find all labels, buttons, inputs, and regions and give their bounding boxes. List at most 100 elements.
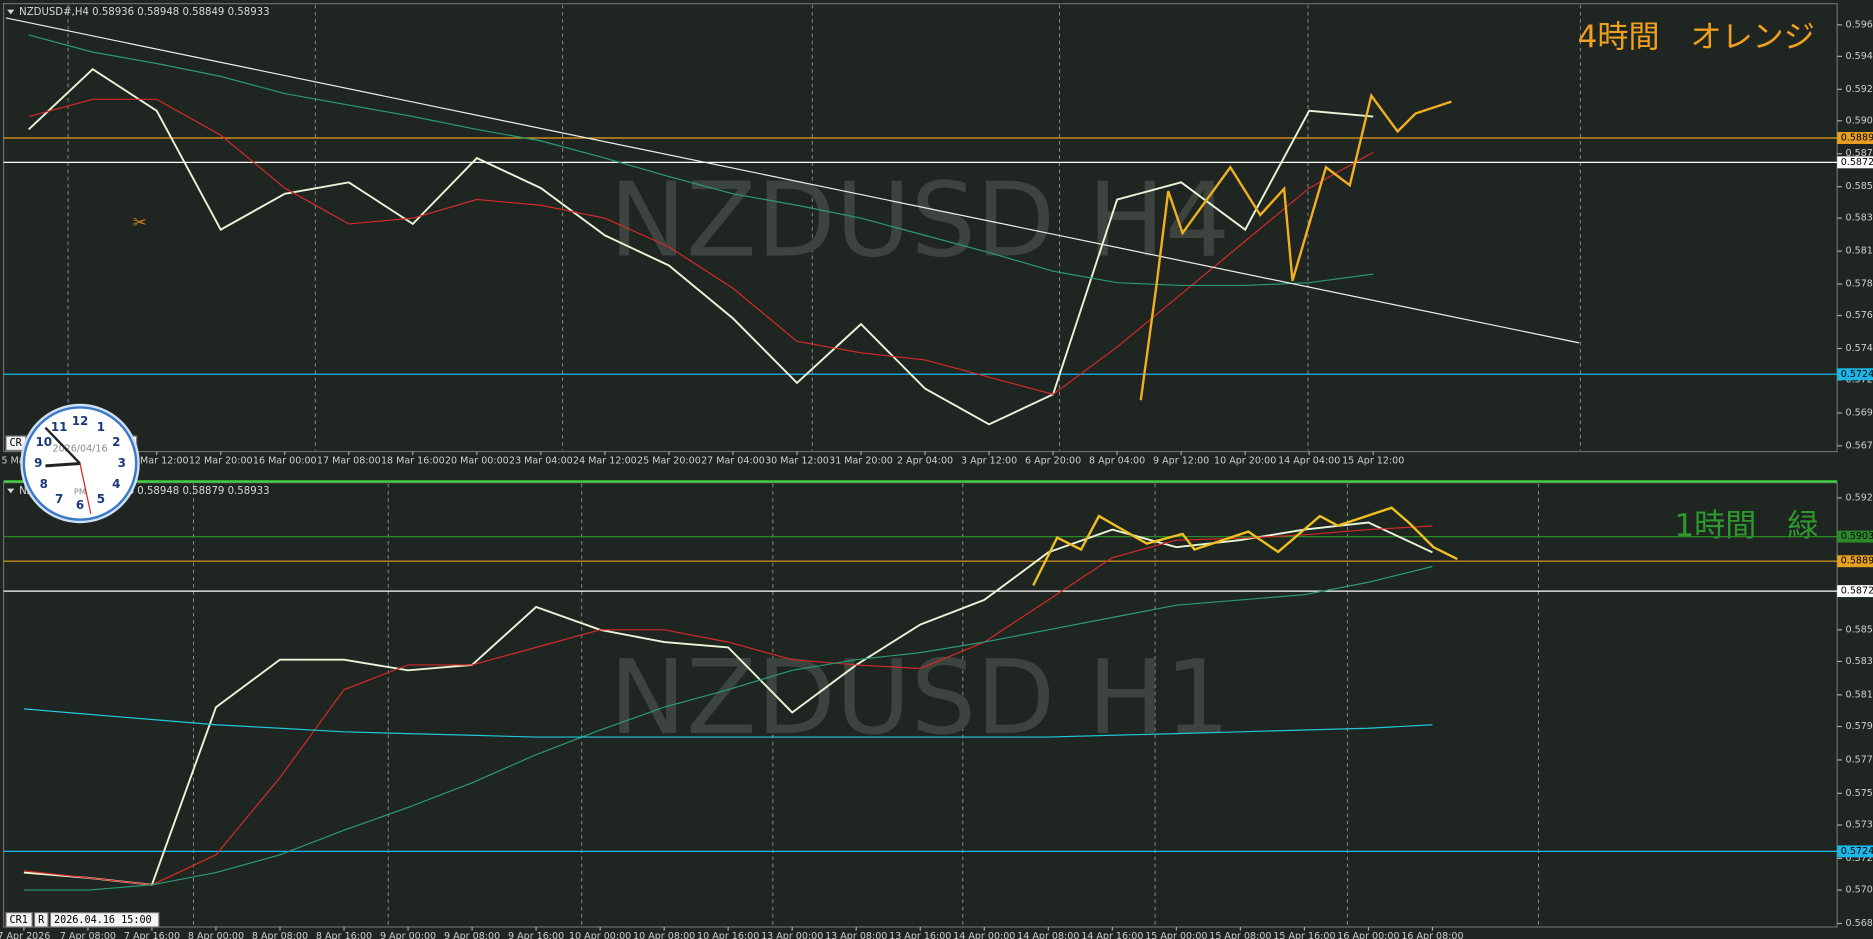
y-tick-label: 0.5787 (1846, 279, 1873, 290)
price-line (28, 68, 1374, 426)
x-tick-label: 16 Mar 00:00 (253, 456, 317, 467)
x-tick-label: 15 Apr 12:00 (1342, 456, 1404, 467)
x-tick-label: 14 Apr 16:00 (1081, 931, 1143, 939)
x-tick-label: 8 Apr 00:00 (188, 931, 244, 939)
cursor-box (49, 912, 160, 928)
x-tick-label: 15 Apr 08:00 (1209, 931, 1271, 939)
x-tick-label: 9 Apr 00:00 (380, 931, 436, 939)
price-label-box (1837, 845, 1873, 858)
price-label: 0.5889 (1841, 556, 1873, 567)
zigzag-h4 (1139, 92, 1452, 401)
y-tick-label: 0.5795 (1846, 721, 1873, 732)
y-tick-label: 0.5742 (1846, 343, 1873, 354)
y-tick-label: 0.5901 (1846, 115, 1873, 126)
price-label-box (1837, 530, 1873, 543)
clock-numeral: 3 (118, 456, 126, 470)
x-tick-label: 27 Mar 04:00 (701, 456, 765, 467)
zigzag-h1 (1032, 506, 1458, 586)
top-frame (2, 3, 1838, 453)
price-label: 0.5724 (1841, 369, 1873, 380)
y-tick-label: 0.5697 (1846, 407, 1873, 418)
cursor-box (33, 912, 49, 928)
price-label-box (1837, 132, 1873, 144)
x-tick-label: 13 Apr 08:00 (825, 931, 887, 939)
price-line (23, 521, 1433, 886)
x-tick-label: 8 Apr 16:00 (316, 931, 372, 939)
watermark: NZDUSD H4 (609, 161, 1230, 280)
x-tick-label: 20 Mar 00:00 (445, 456, 509, 467)
y-tick-label: 0.5968 (1846, 19, 1873, 30)
chart-layer: NZDUSD H4 4時間 オレンジ NZDUSD#,H4 0.58936 0.58… (0, 7, 1873, 939)
y-tick-label: 0.5702 (1846, 885, 1873, 896)
x-tick-label: 7 Apr 16:00 (124, 931, 180, 939)
x-tick-label: 9 Apr 16:00 (508, 931, 564, 939)
y-tick-label: 0.5757 (1846, 788, 1873, 799)
clock-minute-hand (44, 426, 81, 465)
x-tick-label: 8 Apr 08:00 (252, 931, 308, 939)
x-tick-label: 15 Apr 16:00 (1273, 931, 1335, 939)
clock-period: PM (74, 487, 86, 497)
clock-numeral: 7 (55, 492, 63, 506)
x-tick-label: 8 Apr 04:00 (1089, 456, 1145, 467)
price-label: 0.5872 (1841, 586, 1873, 597)
cursor-label: 2026.04.16 15:00 (54, 915, 152, 926)
x-tick-label: 10 Apr 08:00 (633, 931, 695, 939)
x-tick-label: 7 Apr 2026 (0, 931, 50, 939)
x-tick-label: 10 Apr 20:00 (1214, 456, 1276, 467)
moving-average (28, 34, 1374, 287)
x-tick-label: 14 Apr 04:00 (1278, 456, 1340, 467)
y-tick-label: 0.5925 (1846, 492, 1873, 503)
x-tick-label: 23 Mar 04:00 (509, 456, 573, 467)
price-label: 0.5724 (1841, 846, 1873, 857)
price-label-box (1837, 368, 1873, 381)
cursor-box (5, 912, 33, 928)
header-arrow (7, 9, 15, 15)
time-grid (67, 4, 1581, 926)
clock-numeral: 4 (112, 477, 120, 491)
x-tick-label: 7 Apr 08:00 (60, 931, 116, 939)
x-tick-label: 12 Mar 20:00 (189, 456, 253, 467)
x-tick-label: 2 Apr 04:00 (897, 456, 953, 467)
x-tick-label: 25 Mar 20:00 (637, 456, 701, 467)
x-tick-label: 14 Apr 08:00 (1017, 931, 1079, 939)
x-tick-label: 18 Mar 16:00 (381, 456, 445, 467)
x-tick-label: 17 Mar 08:00 (317, 456, 381, 467)
clock-numeral: 1 (97, 420, 105, 434)
x-tick-label: 13 Apr 00:00 (761, 931, 823, 939)
x-tick-label: 14 Apr 00:00 (953, 931, 1015, 939)
clock-numeral: 5 (97, 492, 105, 506)
x-tick-label: 9 Apr 08:00 (444, 931, 500, 939)
chart-header: NZDUSD#,H1 0.58936 0.58948 0.58879 0.589… (19, 486, 269, 497)
y-tick-label: 0.5923 (1846, 84, 1873, 95)
y-tick-label: 0.5765 (1846, 310, 1873, 321)
clock-date: 2026/04/16 (53, 444, 108, 455)
y-tick-label: 0.5739 (1846, 820, 1873, 831)
chart-annotation: 4時間 オレンジ (1578, 19, 1815, 55)
clock-second-hand (79, 463, 92, 514)
x-tick-label: 16 Apr 00:00 (1337, 931, 1399, 939)
chart-annotation: 1時間 緑 (1674, 508, 1818, 544)
cursor-label: CR (10, 438, 23, 449)
price-label-box (1837, 156, 1873, 169)
x-tick-label: 9 Apr 12:00 (1153, 456, 1209, 467)
cursor-label: CR1 (10, 915, 28, 926)
x-tick-label: 3 Apr 12:00 (961, 456, 1017, 467)
moving-average (23, 708, 1433, 738)
clock-numeral: 10 (36, 435, 53, 449)
y-tick-label: 0.5855 (1846, 181, 1873, 192)
x-tick-label: 11 Mar 12:00 (125, 456, 189, 467)
x-tick-label: 24 Mar 12:00 (573, 456, 637, 467)
y-tick-label: 0.5832 (1846, 656, 1873, 667)
object-icon: ✂ (133, 212, 147, 232)
moving-average (28, 98, 1374, 396)
price-label-box (1837, 585, 1873, 598)
price-label-box (1837, 555, 1873, 568)
clock-numeral: 2 (112, 435, 120, 449)
price-label: 0.5889 (1841, 132, 1873, 143)
y-tick-label: 0.5833 (1846, 213, 1873, 224)
